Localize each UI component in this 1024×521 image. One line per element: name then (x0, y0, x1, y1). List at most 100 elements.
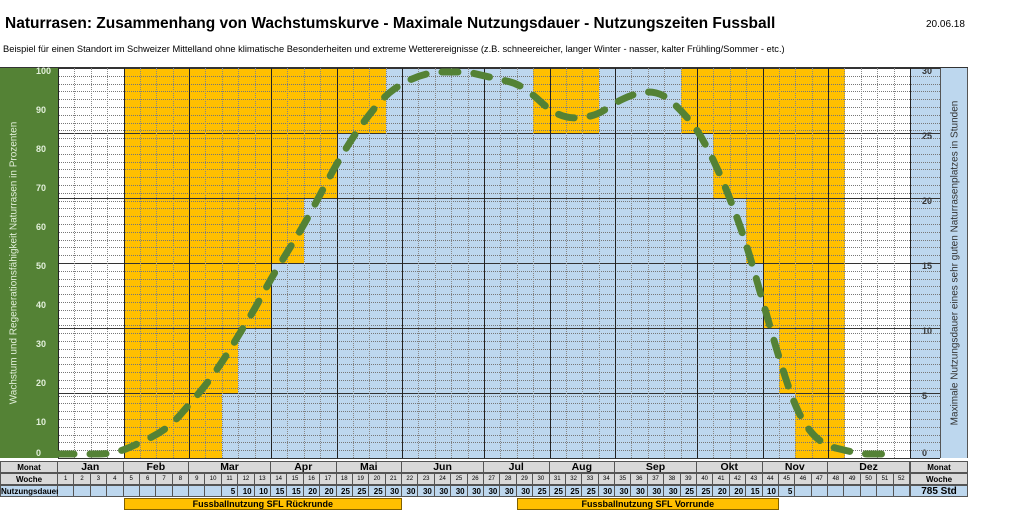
gridline-v (778, 68, 780, 458)
week-cell: 44 (762, 473, 779, 485)
usage-cell (156, 485, 173, 497)
month-cell: Okt (697, 461, 763, 473)
usage-cell (58, 485, 75, 497)
gridline-v (615, 68, 617, 458)
gridline-h (58, 372, 940, 374)
gridline-v (221, 68, 223, 458)
gridline-major (58, 263, 940, 264)
gridline-h (58, 356, 940, 358)
right-tick: 15 (922, 261, 933, 271)
right-tick: 10 (922, 326, 933, 336)
usage-cell (90, 485, 108, 497)
gridline-h (58, 216, 940, 218)
gridline-v (352, 68, 354, 458)
gridline-h (58, 333, 940, 335)
week-cell: 8 (172, 473, 190, 485)
gridline-h (58, 302, 940, 303)
week-cell: 6 (139, 473, 157, 485)
usage-cell: 30 (631, 485, 648, 497)
gridline-h (58, 122, 940, 124)
gridline-h (58, 107, 940, 108)
usage-cell (189, 485, 206, 497)
gridline-h (58, 177, 940, 179)
gridline-v (74, 68, 76, 458)
gridline-v (320, 68, 322, 458)
week-cell: 32 (565, 473, 583, 485)
gridline-v (844, 68, 846, 458)
week-cell: 18 (336, 473, 353, 485)
left-axis-title: Wachstum und Regenerationsfähigkeit Natu… (0, 68, 28, 458)
week-cell: 11 (221, 473, 239, 485)
right-tick: 0 (922, 448, 928, 458)
gridline-h (58, 450, 940, 452)
usage-cell (107, 485, 124, 497)
gridline-v (58, 68, 59, 458)
left-tick: 80 (36, 144, 47, 154)
usage-cell: 30 (516, 485, 534, 497)
gridline-v (139, 68, 141, 458)
gridline-h (58, 224, 940, 225)
chart-date: 20.06.18 (926, 19, 965, 30)
gridline-v (107, 68, 109, 458)
week-cell: 47 (811, 473, 829, 485)
gridline-h (58, 247, 940, 249)
gridline-v (418, 68, 420, 458)
gridline-v (385, 68, 387, 458)
gridline-h (58, 419, 940, 420)
week-cell: 52 (893, 473, 910, 485)
gridline-v (271, 68, 272, 458)
gridline-h (58, 208, 940, 210)
gridline-v (434, 68, 436, 458)
gridline-h (58, 130, 940, 132)
gridline-v (828, 68, 830, 458)
month-cell: Jun (402, 461, 484, 473)
left-tick: 20 (36, 378, 47, 388)
gridline-h (58, 403, 940, 405)
usage-cell: 20 (713, 485, 730, 497)
usage-cell: 30 (451, 485, 468, 497)
month-cell: Nov (762, 461, 829, 473)
usage-cell (74, 485, 91, 497)
week-cell: 51 (877, 473, 894, 485)
gridline-major (58, 393, 940, 394)
gridline-h (58, 169, 940, 171)
gridline-h (58, 411, 940, 413)
usage-cell (795, 485, 812, 497)
usage-cell: 10 (238, 485, 255, 497)
usage-bar (369, 133, 387, 458)
usage-bar (352, 133, 370, 458)
month-cell: Jul (484, 461, 550, 473)
gridline-v (451, 68, 453, 458)
left-tick: 0 (36, 448, 42, 458)
gridline-h (58, 426, 940, 428)
gridline-h (58, 192, 940, 194)
left-tick: 60 (36, 222, 47, 232)
gridline-v (500, 68, 502, 458)
left-tick: 50 (36, 261, 47, 271)
gridline-v (156, 68, 158, 458)
gridline-v (598, 68, 600, 458)
usage-cell: 10 (762, 485, 779, 497)
week-cell: 33 (582, 473, 599, 485)
usage-cell: 25 (582, 485, 599, 497)
gridline-h (58, 434, 940, 436)
usage-cell: 20 (729, 485, 747, 497)
usage-cell (172, 485, 190, 497)
gridline-v (664, 68, 666, 458)
gridline-h (58, 161, 940, 163)
week-column (697, 68, 714, 458)
usage-cell (205, 485, 222, 497)
gridline-h (58, 231, 940, 233)
week-cell: 30 (533, 473, 550, 485)
usage-bar (549, 133, 567, 458)
growth-curve-line (54, 68, 898, 458)
gridline-v (90, 68, 92, 458)
usage-cell (811, 485, 829, 497)
week-cell: 19 (352, 473, 370, 485)
gridline-h (58, 91, 940, 93)
gridline-v (795, 68, 797, 458)
week-cell: 13 (254, 473, 271, 485)
gridline-h (58, 83, 940, 85)
gridline-major (58, 68, 940, 69)
week-cell: 49 (844, 473, 861, 485)
